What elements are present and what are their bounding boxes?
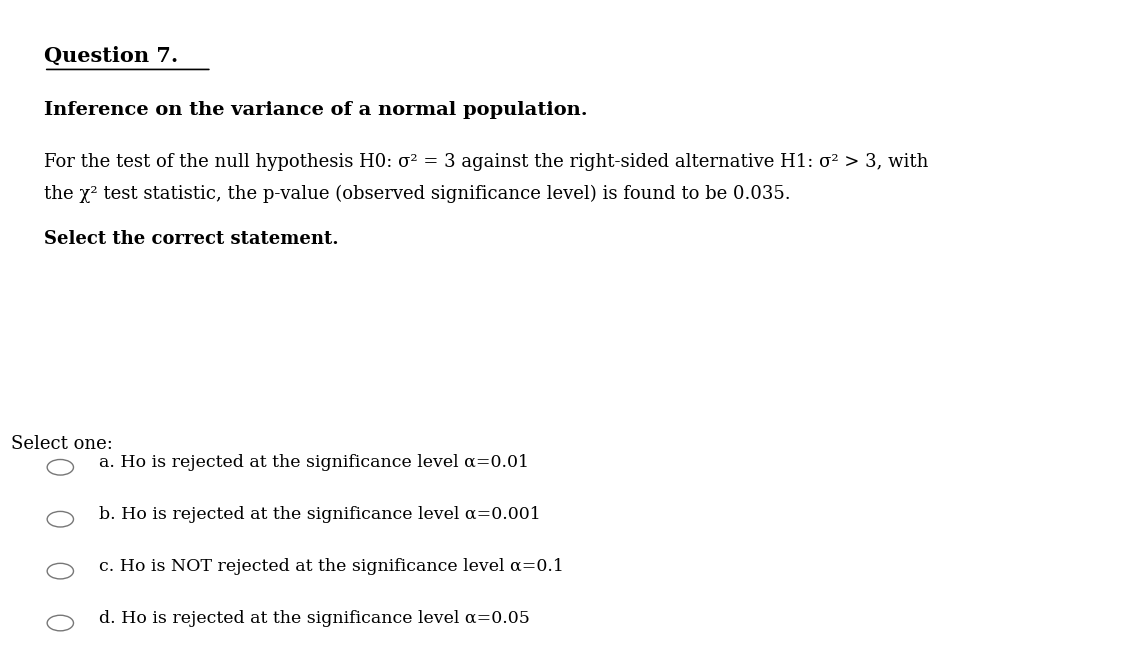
Text: Select the correct statement.: Select the correct statement. [44,230,339,249]
Text: d. Ho is rejected at the significance level α=0.05: d. Ho is rejected at the significance le… [99,610,529,627]
Text: Inference on the variance of a normal population.: Inference on the variance of a normal po… [44,101,587,119]
Text: c. Ho is NOT rejected at the significance level α=0.1: c. Ho is NOT rejected at the significanc… [99,558,563,575]
Text: Select one:: Select one: [11,435,112,453]
Text: Question 7.: Question 7. [44,45,178,66]
Text: a. Ho is rejected at the significance level α=0.01: a. Ho is rejected at the significance le… [99,454,528,471]
Text: b. Ho is rejected at the significance level α=0.001: b. Ho is rejected at the significance le… [99,506,541,523]
Text: For the test of the null hypothesis H0: σ² = 3 against the right-sided alternati: For the test of the null hypothesis H0: … [44,153,928,171]
Text: the χ² test statistic, the p-value (observed significance level) is found to be : the χ² test statistic, the p-value (obse… [44,185,791,203]
